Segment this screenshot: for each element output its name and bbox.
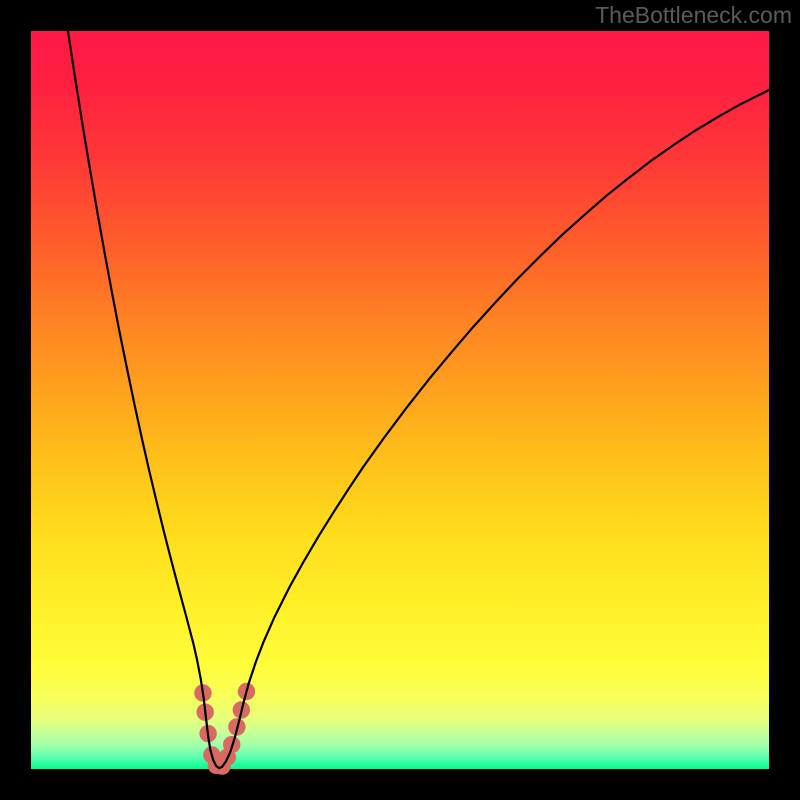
plot-area (31, 31, 769, 769)
chart-svg (0, 0, 800, 800)
watermark-text: TheBottleneck.com (595, 2, 792, 29)
chart-container: TheBottleneck.com (0, 0, 800, 800)
